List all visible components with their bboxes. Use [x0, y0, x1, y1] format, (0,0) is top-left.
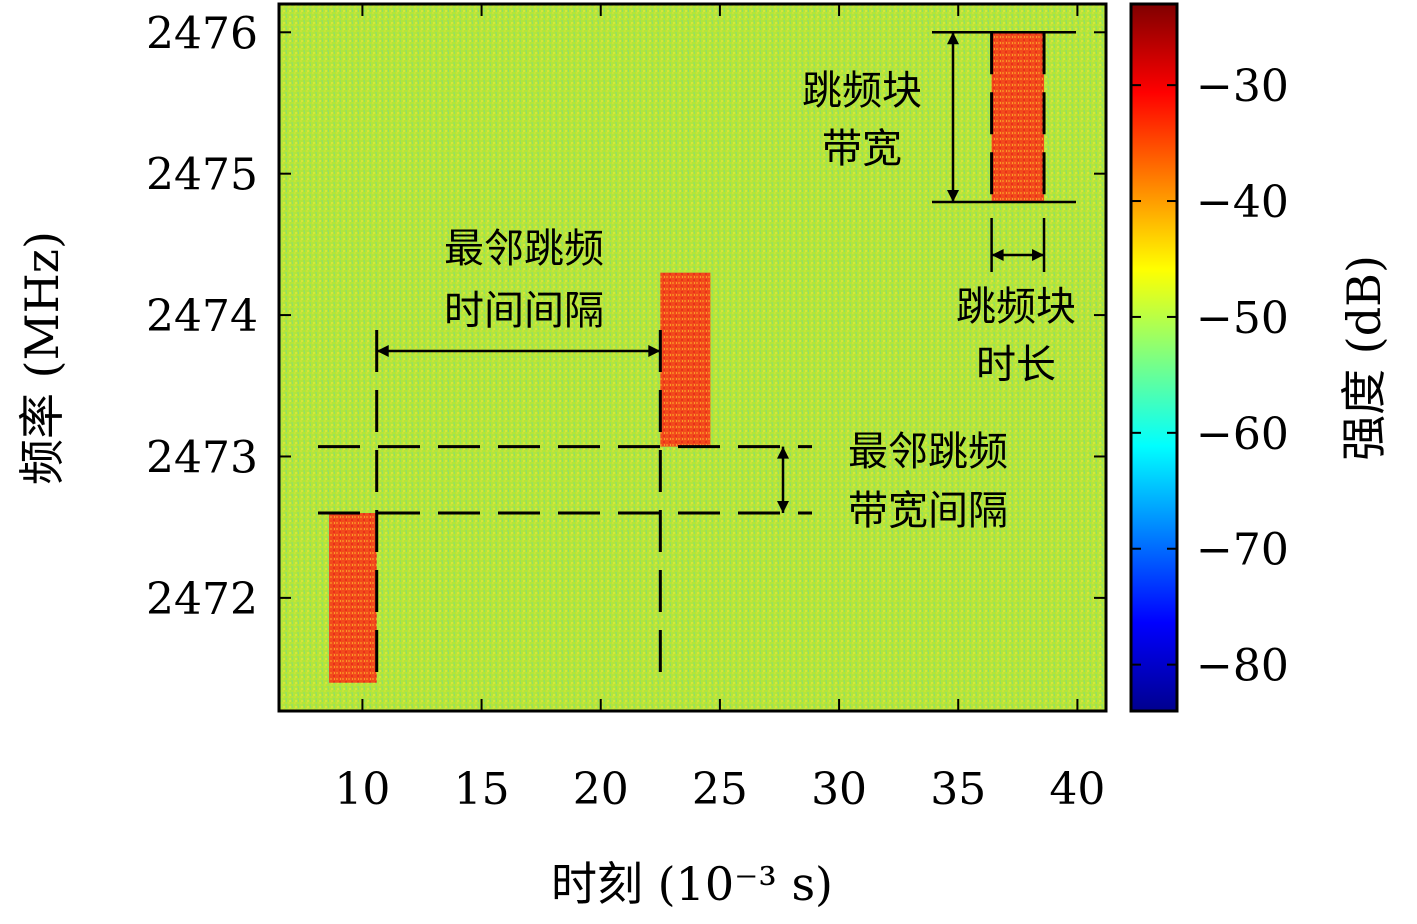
y-tick-label: 2476 [146, 8, 258, 59]
svg-text:跳频块: 跳频块 [802, 68, 922, 114]
colorbar-ticks: −30 −40 −50 −60 −70 −80 [1131, 61, 1289, 692]
x-tick-label: 40 [1049, 764, 1105, 815]
colorbar-tick-label: −60 [1196, 409, 1289, 460]
hop-block-1 [329, 513, 377, 683]
x-tick-label: 30 [811, 764, 867, 815]
annotation-hop-bandwidth: 跳频块 带宽 [802, 68, 922, 172]
arrow-head [777, 446, 789, 459]
colorbar [1129, 2, 1179, 713]
y-axis-ticks: 2472 2473 2474 2475 2476 [146, 8, 1106, 625]
annotation-bandwidth-interval: 最邻跳频 带宽间隔 [848, 429, 1008, 534]
arrow-head [648, 345, 661, 357]
arrow-head [991, 249, 1004, 261]
x-axis-ticks: 10 15 20 25 30 35 40 [334, 4, 1105, 815]
svg-text:带宽间隔: 带宽间隔 [848, 488, 1008, 534]
annotation-lines [318, 31, 1076, 683]
x-axis-title: 时刻 (10⁻³ s) [551, 857, 833, 911]
arrow-head [376, 345, 389, 357]
x-tick-label: 35 [930, 764, 986, 815]
x-tick-label: 20 [573, 764, 629, 815]
colorbar-title: 强度 (dB) [1337, 255, 1391, 461]
annotation-hop-duration: 跳频块 时长 [956, 284, 1076, 388]
svg-text:时长: 时长 [976, 342, 1056, 388]
x-tick-label: 25 [692, 764, 748, 815]
y-tick-label: 2472 [146, 574, 258, 625]
colorbar-tick-label: −80 [1196, 641, 1289, 692]
colorbar-tick-label: −50 [1196, 293, 1289, 344]
svg-text:带宽: 带宽 [822, 126, 902, 172]
annotation-time-interval: 最邻跳频 时间间隔 [444, 226, 604, 334]
y-tick-label: 2474 [146, 291, 258, 342]
svg-text:最邻跳频: 最邻跳频 [848, 429, 1008, 475]
arrow-head [947, 189, 959, 202]
y-axis-title: 频率 (MHz) [15, 231, 69, 485]
x-tick-label: 15 [454, 764, 510, 815]
hop-block-2 [660, 272, 711, 447]
svg-text:时间间隔: 时间间隔 [444, 288, 604, 334]
colorbar-tick-label: −40 [1196, 177, 1289, 228]
plot-frame [277, 2, 1108, 713]
y-tick-label: 2475 [146, 150, 258, 201]
hop-block-3 [991, 32, 1045, 202]
arrow-head [777, 501, 789, 514]
arrow-head [947, 32, 959, 45]
svg-text:最邻跳频: 最邻跳频 [444, 226, 604, 272]
hop-blocks [329, 32, 1045, 683]
colorbar-tick-label: −30 [1196, 61, 1289, 112]
x-tick-label: 10 [334, 764, 390, 815]
svg-text:跳频块: 跳频块 [956, 284, 1076, 330]
arrow-head [1032, 249, 1045, 261]
colorbar-tick-label: −70 [1196, 525, 1289, 576]
y-tick-label: 2473 [146, 432, 258, 483]
